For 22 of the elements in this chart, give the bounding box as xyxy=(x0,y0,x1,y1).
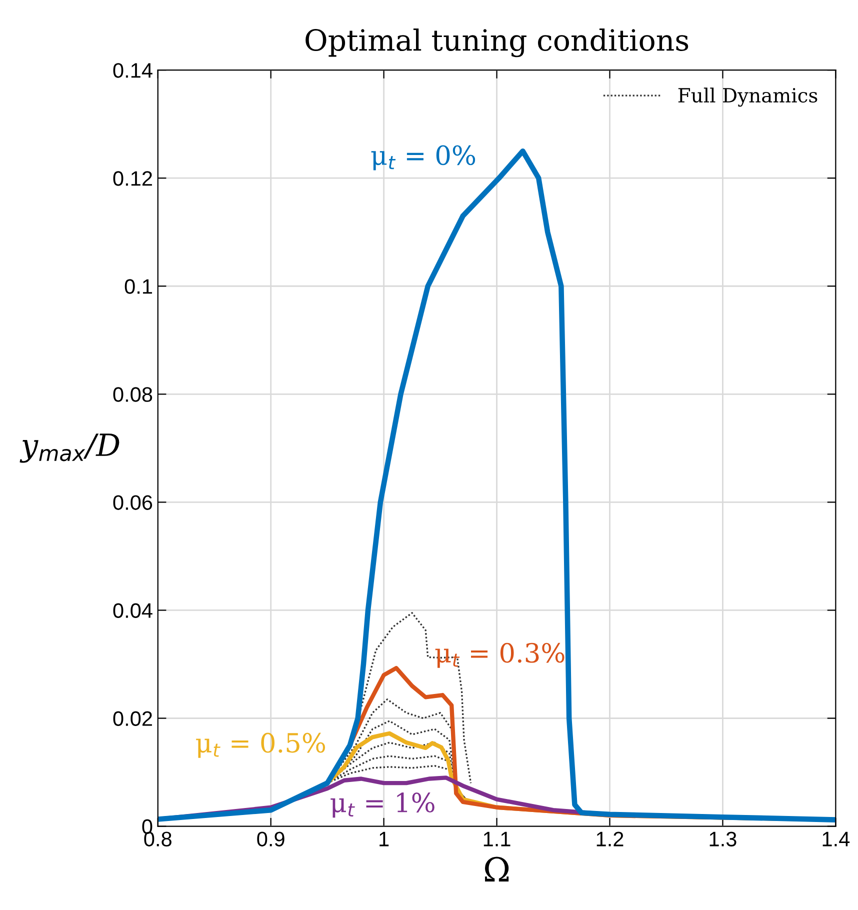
series-label: μ$_{t}$ = 0% xyxy=(371,145,476,170)
series-label: μ$_{t}$ = 1% xyxy=(330,792,434,818)
y-tick-label: 0.04 xyxy=(113,603,152,618)
y-tick-label: 0.14 xyxy=(113,63,152,78)
y-tick-label: 0.1 xyxy=(124,279,152,294)
x-tick-label: 1.1 xyxy=(484,832,510,846)
legend-label: Full Dynamics xyxy=(678,88,818,107)
y-tick-label: 0.12 xyxy=(113,171,152,186)
x-tick-label: 1 xyxy=(380,832,389,846)
y-tick-label: 0.06 xyxy=(113,495,152,510)
x-tick-label: 0.9 xyxy=(257,832,284,846)
x-axis-title: Ω xyxy=(485,856,509,882)
x-tick-label: 1.3 xyxy=(710,832,736,846)
y-axis-title: y$_{max}$/D xyxy=(20,434,120,463)
y-tick-label: 0.08 xyxy=(113,387,152,402)
series-label: μ$_{t}$ = 0.3% xyxy=(435,642,564,668)
series-label: μ$_{t}$ = 0.5% xyxy=(196,732,326,758)
x-tick-label: 1.4 xyxy=(822,832,850,846)
chart-title: Optimal tuning conditions xyxy=(306,28,688,58)
y-tick-label: 0.02 xyxy=(113,711,152,726)
x-tick-label: 0.8 xyxy=(144,832,172,846)
x-tick-label: 1.2 xyxy=(596,832,624,846)
